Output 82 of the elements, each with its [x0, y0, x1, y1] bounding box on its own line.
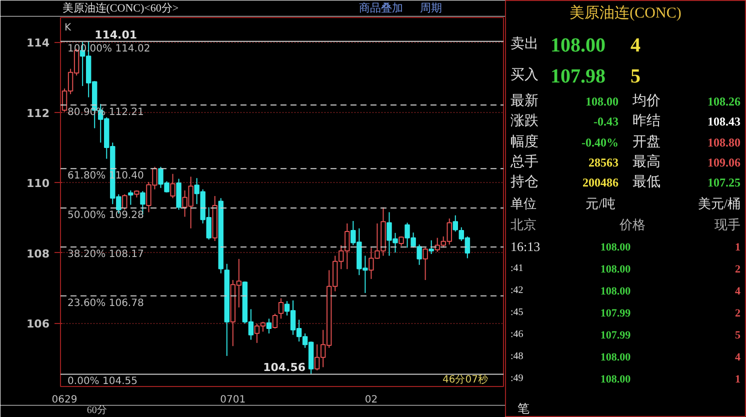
text: 108.43 — [708, 114, 740, 128]
text: 1 — [735, 242, 740, 254]
text: 109.06 — [708, 156, 740, 170]
candlestick — [266, 318, 272, 334]
text: 最高 — [632, 154, 660, 170]
text: 卖出 — [510, 36, 538, 52]
text: 107.98 — [550, 66, 606, 88]
text: :49 — [510, 373, 524, 384]
text: 最新 — [510, 93, 538, 109]
text: 总手 — [510, 154, 538, 170]
candlestick — [278, 298, 284, 320]
text: 200486 — [582, 176, 618, 190]
text: 1 — [735, 374, 740, 386]
text: 108.26 — [708, 94, 740, 108]
text: 现手 — [714, 217, 740, 232]
text: 16:13 — [510, 239, 540, 254]
annotation: 114.01 — [94, 28, 138, 42]
text: 108.80 — [708, 136, 740, 150]
text: 昨结 — [632, 113, 660, 129]
text: 单位 — [510, 196, 536, 211]
y-tick-label: 110 — [26, 177, 50, 190]
ref-line-label: 23.60% 106.78 — [68, 298, 144, 309]
text: :46 — [510, 329, 524, 340]
text: 元/吨 — [586, 196, 616, 211]
text: 周期 — [420, 2, 442, 14]
x-tick-label: 02 — [364, 394, 378, 406]
x-tick-label: 0701 — [220, 394, 246, 406]
text: 28563 — [588, 156, 618, 170]
y-tick-label: 112 — [26, 106, 50, 120]
text: 107.99 — [600, 330, 632, 342]
y-tick-label: 106 — [26, 318, 50, 331]
text: 108.00 — [586, 94, 618, 108]
ref-line-label: 38.20% 108.17 — [68, 248, 144, 260]
candlestick — [428, 240, 434, 255]
text: -0.40% — [582, 136, 619, 150]
text: 108.00 — [600, 352, 632, 364]
text: 108.00 — [550, 34, 606, 56]
ref-line-label: 0.00% 104.55 — [68, 376, 138, 388]
text: 美元/桶 — [698, 196, 741, 211]
text: 107.99 — [600, 308, 632, 320]
candlestick — [422, 247, 428, 281]
candlestick — [128, 190, 134, 206]
annotation: 104.56 — [263, 360, 306, 374]
chart-title: 美原油连(CONC)<60分> — [62, 2, 179, 14]
text: 4 — [630, 34, 640, 56]
text: 5 — [735, 330, 741, 342]
text: 均价 — [632, 93, 660, 109]
text: 价格 — [618, 217, 646, 232]
text: 4 — [735, 352, 741, 364]
text: 持仓 — [510, 174, 538, 190]
candlestick — [272, 313, 278, 330]
text: 幅度 — [510, 134, 538, 150]
text: :41 — [510, 263, 524, 274]
text: 买入 — [510, 67, 538, 83]
text: 2 — [735, 264, 741, 276]
text: 北京 — [510, 217, 536, 232]
text: 最低 — [632, 174, 660, 190]
text: 108.00 — [600, 264, 632, 276]
text: :42 — [510, 285, 524, 296]
text: 2 — [735, 308, 741, 320]
text: :45 — [510, 307, 524, 318]
text: :48 — [510, 351, 524, 362]
text: -0.43 — [594, 114, 619, 128]
candlestick — [170, 173, 176, 199]
text: 美原油连(CONC) — [570, 4, 682, 22]
ref-line-label: 50.00% 109.28 — [68, 210, 144, 221]
x-tick-label: 0629 — [52, 394, 78, 406]
text: 涨跌 — [510, 113, 538, 129]
text: 108.00 — [600, 374, 632, 386]
text: 5 — [630, 66, 640, 88]
text: 笔 — [518, 402, 530, 416]
annotation: K — [64, 22, 72, 34]
annotation: 46分07秒 — [442, 374, 488, 386]
text: 107.25 — [708, 176, 740, 190]
text: 开盘 — [632, 134, 660, 150]
y-tick-label: 108 — [26, 247, 50, 260]
y-tick-label: 114 — [26, 36, 50, 50]
text: 108.00 — [600, 242, 632, 254]
text: 4 — [735, 286, 741, 298]
text: 108.00 — [600, 286, 632, 298]
candlestick — [122, 194, 128, 210]
text: 商品叠加 — [358, 2, 403, 14]
